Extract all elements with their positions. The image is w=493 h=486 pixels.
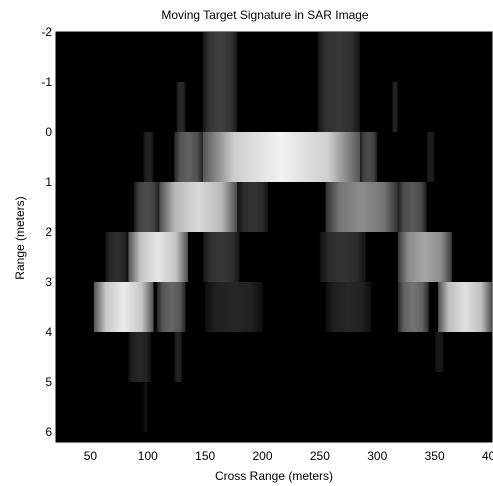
y-tick-label: 5: [45, 375, 52, 389]
y-tick-label: 3: [45, 275, 52, 289]
y-tick-label: 2: [45, 225, 52, 239]
heatmap-cell: [159, 182, 238, 232]
heatmap-cell: [174, 332, 183, 382]
heatmap-cell: [397, 182, 427, 232]
heatmap-cell: [205, 282, 263, 332]
x-axis-label: Cross Range (meters): [215, 469, 333, 483]
y-tick-label: 0: [45, 125, 52, 139]
heatmap-cell: [202, 32, 238, 132]
heatmap-cell: [397, 282, 429, 332]
x-tick-label: 100: [138, 449, 158, 463]
heatmap-cell: [438, 282, 492, 332]
heatmap-cell: [237, 182, 269, 232]
y-tick-label: 1: [45, 175, 52, 189]
heatmap-cell: [156, 282, 186, 332]
y-tick-label: -1: [41, 75, 52, 89]
heatmap-cell: [202, 232, 240, 282]
heatmap-cell: [174, 132, 203, 182]
x-tick-label: 350: [425, 449, 445, 463]
chart-title: Moving Target Signature in SAR Image: [161, 8, 369, 22]
x-tick-label: 50: [84, 449, 98, 463]
heatmap-cell: [176, 82, 186, 132]
heatmap-cell: [93, 282, 154, 332]
x-tick-label: 400: [482, 449, 493, 463]
y-tick-label: 6: [45, 425, 52, 439]
y-tick-label: -2: [41, 25, 52, 39]
x-tick-label: 250: [310, 449, 330, 463]
heatmap-cell: [426, 132, 435, 182]
heatmap-cell: [397, 232, 452, 282]
heatmap-cell: [392, 82, 398, 132]
heatmap-cell: [143, 132, 154, 182]
heatmap-cells: [93, 32, 492, 432]
y-ticks: -2 -1 0 1 2 3 4 5 6: [41, 25, 60, 439]
heatmap-cell: [325, 182, 398, 232]
heatmap-cell: [325, 282, 372, 332]
heatmap-cell: [360, 132, 378, 182]
y-axis-label: Range (meters): [13, 196, 27, 279]
heatmap-cell: [128, 232, 188, 282]
heatmap-cell: [134, 182, 160, 232]
heatmap-cell: [128, 332, 152, 382]
heatmap-cell: [202, 132, 361, 182]
x-ticks: 50 100 150 200 250 300 350 400: [84, 438, 493, 463]
y-tick-label: 4: [45, 325, 52, 339]
x-tick-label: 150: [195, 449, 215, 463]
x-tick-label: 300: [367, 449, 387, 463]
heatmap-cell: [143, 382, 148, 432]
heatmap-cell: [319, 232, 366, 282]
x-tick-label: 200: [253, 449, 273, 463]
heatmap-cell: [434, 332, 444, 372]
heatmap-cell: [105, 232, 129, 282]
heatmap-cell: [317, 32, 361, 132]
